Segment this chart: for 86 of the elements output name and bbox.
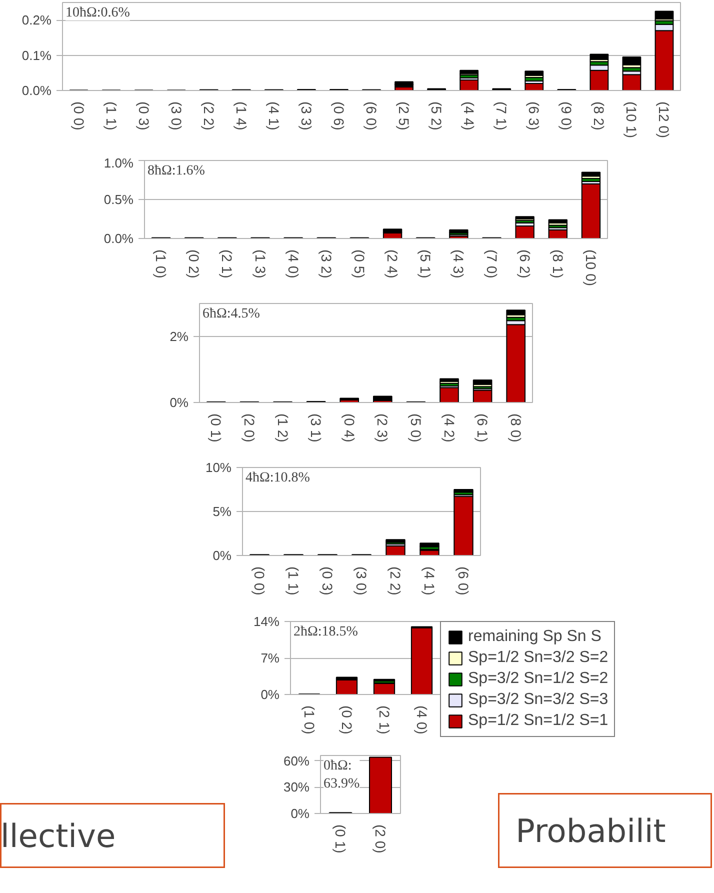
- x-tick-label: (8 2): [591, 102, 608, 130]
- chart-title: 10ħΩ:0.6%: [66, 6, 130, 20]
- legend-label: Sp=3/2 Sn=1/2 S=2: [468, 670, 608, 688]
- x-tick-label: (0 2): [186, 250, 202, 278]
- x-tick-label: (2 2): [388, 566, 404, 596]
- x-tick-label: (2 3): [374, 414, 391, 442]
- x-tick-label: (2 4): [384, 250, 401, 278]
- x-tick-label: (4 0): [414, 706, 430, 734]
- y-tick-label: 0%: [212, 548, 232, 563]
- x-tick-label: (8 0): [508, 414, 524, 442]
- x-tick-label: (6 2): [516, 250, 533, 278]
- x-tick-label: (3 2): [318, 250, 334, 278]
- x-tick-label: (1 1): [103, 102, 120, 130]
- x-tick-label: (7 1): [494, 102, 510, 130]
- x-tick-label: (2 0): [372, 824, 388, 854]
- x-tick-label: (4 0): [285, 250, 302, 278]
- x-tick-label: (2 1): [376, 706, 392, 734]
- y-tick-label: 1.0%: [104, 156, 134, 170]
- x-tick-label: (1 3): [252, 250, 268, 278]
- x-tick-label: (8 1): [550, 250, 566, 278]
- x-tick-label: (1 0): [301, 706, 318, 734]
- x-tick-label: (6 3): [526, 102, 542, 130]
- x-tick-label: (2 0): [241, 414, 258, 442]
- x-tick-label: (0 3): [136, 102, 152, 130]
- legend-label: Sp=3/2 Sn=3/2 S=3: [468, 691, 608, 709]
- x-tick-label: (4 1): [422, 566, 438, 596]
- x-tick-label: (0 0): [252, 566, 268, 596]
- y-tick-label: 0%: [260, 687, 280, 702]
- y-tick-label: 7%: [260, 650, 280, 666]
- x-tick-label: (2 2): [200, 102, 217, 130]
- legend-label: remaining Sp Sn S: [468, 628, 602, 646]
- x-tick-label: (0 3): [320, 566, 336, 596]
- x-tick-label: (5 0): [408, 414, 424, 442]
- x-tick-label: (10 1): [624, 102, 640, 138]
- x-tick-label: (1 4): [233, 102, 250, 130]
- chart-title: 4ħΩ:10.8%: [246, 470, 310, 486]
- y-tick-label: 30%: [283, 780, 310, 795]
- x-tick-label: (2 1): [219, 250, 236, 278]
- text: 0ħΩ: 63.9%: [324, 758, 360, 792]
- x-tick-label: (12 0): [656, 102, 672, 138]
- x-tick-label: (5 2): [428, 102, 445, 130]
- y-tick-label: 0.0%: [22, 83, 52, 98]
- y-tick-label: 0.1%: [22, 48, 52, 63]
- y-tick-label: 2%: [170, 329, 189, 344]
- text: Probabilit: [516, 812, 666, 850]
- y-tick-label: 0.5%: [104, 192, 134, 207]
- legend-label: Sp=1/2 Sn=1/2 S=1: [468, 712, 608, 730]
- y-tick-label: 0.0%: [104, 231, 134, 246]
- y-tick-label: 14%: [253, 614, 280, 629]
- x-tick-label: (1 0): [153, 250, 170, 278]
- x-tick-label: (0 1): [208, 414, 224, 442]
- chart-title: 2ħΩ:18.5%: [294, 624, 358, 640]
- x-tick-label: (6 1): [474, 414, 491, 442]
- chart-title: 8ħΩ:1.6%: [148, 164, 206, 178]
- x-tick-label: (0 0): [70, 102, 87, 130]
- y-tick-label: 60%: [283, 753, 310, 768]
- x-tick-label: (3 3): [298, 102, 314, 130]
- x-tick-label: (4 2): [441, 414, 458, 442]
- x-tick-label: (4 3): [450, 250, 467, 278]
- x-tick-label: (0 4): [341, 414, 358, 442]
- x-tick-label: (1 1): [286, 566, 302, 596]
- x-tick-label: (9 0): [558, 102, 575, 130]
- x-tick-label: (10 0): [582, 250, 599, 286]
- x-tick-label: (2 5): [396, 102, 412, 130]
- chart-title: 6ħΩ:4.5%: [202, 306, 260, 322]
- text: llective: [0, 817, 116, 855]
- x-tick-label: (0 5): [351, 250, 368, 278]
- x-tick-label: (1 2): [274, 414, 291, 442]
- x-tick-label: (4 4): [461, 102, 478, 130]
- x-tick-label: (6 0): [364, 102, 380, 130]
- y-tick-label: 10%: [205, 460, 232, 475]
- y-tick-label: 0.2%: [22, 12, 52, 28]
- x-tick-label: (0 6): [330, 102, 347, 130]
- x-tick-label: (5 1): [418, 250, 434, 278]
- x-tick-label: (4 1): [266, 102, 282, 130]
- x-tick-label: (3 1): [308, 414, 324, 442]
- y-tick-label: 0%: [290, 806, 310, 821]
- legend-label: Sp=1/2 Sn=3/2 S=2: [468, 649, 608, 667]
- y-tick-label: 5%: [212, 504, 232, 519]
- x-tick-label: (0 2): [338, 706, 355, 734]
- x-tick-label: (7 0): [484, 250, 500, 278]
- x-tick-label: (0 1): [332, 824, 348, 854]
- x-tick-label: (3 0): [354, 566, 370, 596]
- x-tick-label: (3 0): [168, 102, 184, 130]
- x-tick-label: (6 0): [456, 566, 472, 596]
- y-tick-label: 0%: [170, 395, 189, 410]
